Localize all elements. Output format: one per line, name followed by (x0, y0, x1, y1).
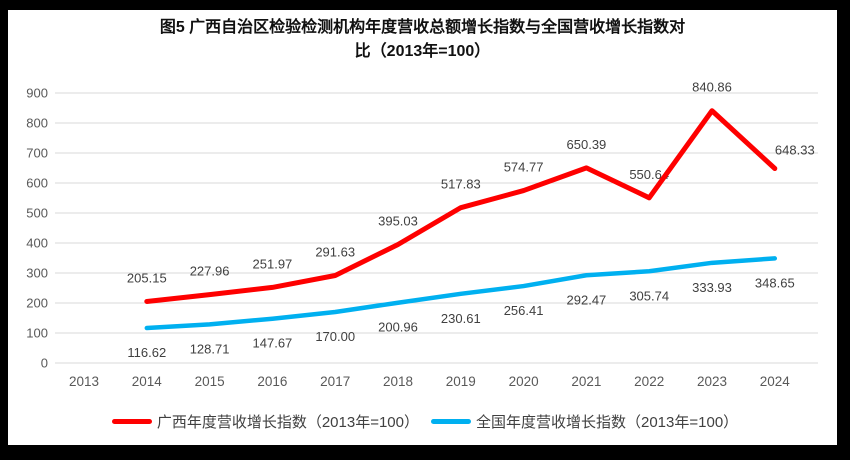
svg-text:395.03: 395.03 (378, 213, 418, 228)
svg-text:100: 100 (26, 326, 48, 341)
svg-text:227.96: 227.96 (190, 264, 230, 279)
data-labels-series-1: 116.62 128.71 147.67 170.00 200.96 230.61 256.… (127, 275, 794, 360)
svg-text:205.15: 205.15 (127, 270, 167, 285)
svg-text:2019: 2019 (446, 374, 476, 389)
svg-text:2016: 2016 (257, 374, 287, 389)
svg-text:648.33: 648.33 (775, 143, 815, 158)
svg-text:300: 300 (26, 266, 48, 281)
svg-text:500: 500 (26, 206, 48, 221)
svg-text:291.63: 291.63 (315, 245, 355, 260)
svg-text:700: 700 (26, 146, 48, 161)
svg-text:256.41: 256.41 (504, 303, 544, 318)
legend: 广西年度营收增长指数（2013年=100） 全国年度营收增长指数（2013年=1… (0, 411, 850, 432)
svg-text:230.61: 230.61 (441, 311, 481, 326)
svg-text:147.67: 147.67 (253, 336, 293, 351)
frame-border-left (0, 0, 8, 460)
y-axis-tick-labels: 0 100 200 300 400 500 600 700 800 900 (26, 86, 48, 371)
svg-text:348.65: 348.65 (755, 275, 795, 290)
series-line-0 (144, 108, 778, 304)
svg-text:305.74: 305.74 (629, 288, 669, 303)
svg-text:200: 200 (26, 296, 48, 311)
svg-text:900: 900 (26, 86, 48, 101)
chart-title-line2: 比（2013年=100） (354, 43, 491, 60)
svg-text:800: 800 (26, 116, 48, 131)
svg-text:550.64: 550.64 (629, 167, 669, 182)
svg-text:2024: 2024 (760, 374, 791, 389)
chart-title-line1: 图5 广西自治区检验检测机构年度营收总额增长指数与全国营收增长指数对 (159, 19, 686, 36)
chart-title: 图5 广西自治区检验检测机构年度营收总额增长指数与全国营收增长指数对 比（201… (70, 16, 775, 64)
legend-swatch-national (431, 419, 471, 424)
legend-item-national: 全国年度营收增长指数（2013年=100） (431, 411, 738, 432)
svg-text:128.71: 128.71 (190, 341, 230, 356)
svg-text:574.77: 574.77 (504, 160, 544, 175)
frame-border-bottom (0, 445, 850, 460)
svg-text:650.39: 650.39 (567, 137, 607, 152)
gridlines (55, 92, 818, 364)
svg-text:400: 400 (26, 236, 48, 251)
svg-text:600: 600 (26, 176, 48, 191)
svg-text:333.93: 333.93 (692, 280, 732, 295)
svg-text:0: 0 (41, 356, 48, 371)
svg-text:170.00: 170.00 (315, 329, 355, 344)
svg-text:2018: 2018 (383, 374, 413, 389)
svg-text:200.96: 200.96 (378, 320, 418, 335)
svg-text:2017: 2017 (320, 374, 350, 389)
legend-item-guangxi: 广西年度营收增长指数（2013年=100） (111, 411, 419, 432)
svg-text:2022: 2022 (634, 374, 664, 389)
data-labels-series-0: 205.15 227.96 251.97 291.63 395.03 517.83 574.… (127, 80, 815, 286)
svg-text:2023: 2023 (697, 374, 727, 389)
legend-swatch-guangxi (111, 419, 152, 424)
svg-text:251.97: 251.97 (253, 256, 293, 271)
svg-text:517.83: 517.83 (441, 177, 481, 192)
svg-text:2013: 2013 (69, 374, 99, 389)
svg-text:2015: 2015 (195, 374, 225, 389)
svg-text:840.86: 840.86 (692, 80, 732, 95)
svg-text:2021: 2021 (571, 374, 601, 389)
frame-border-top (0, 0, 850, 10)
svg-text:292.47: 292.47 (567, 292, 607, 307)
svg-text:116.62: 116.62 (127, 345, 166, 360)
x-axis-tick-labels: 2013 2014 2015 2016 2017 2018 2019 2020 2021 2022… (69, 374, 790, 389)
svg-text:2014: 2014 (132, 374, 163, 389)
legend-label-guangxi: 广西年度营收增长指数（2013年=100） (156, 414, 419, 431)
series-line-1 (144, 256, 778, 331)
legend-label-national: 全国年度营收增长指数（2013年=100） (476, 414, 739, 431)
svg-text:2020: 2020 (509, 374, 539, 389)
frame-border-right (837, 0, 850, 460)
